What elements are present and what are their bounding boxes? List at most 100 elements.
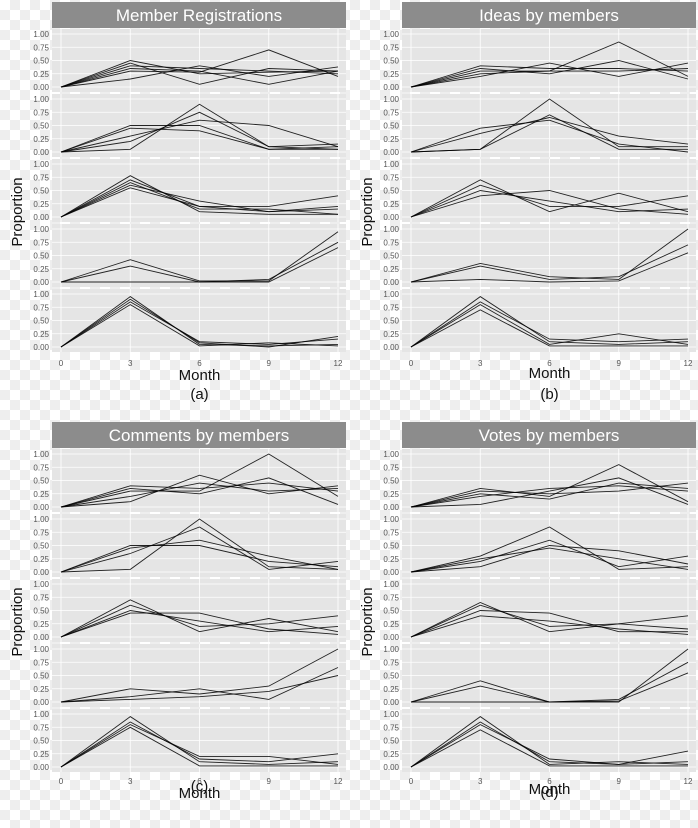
y-tick-label: 0.00: [383, 343, 399, 352]
series-line: [410, 309, 688, 348]
chart-panel-d: Votes by members0.000.250.500.751.000.00…: [359, 422, 696, 801]
y-tick-label: 0.25: [383, 490, 399, 499]
series-line: [60, 648, 339, 703]
chart-panel-a: Member Registrations 0.00 0.25 0.50 0.75 1.00…: [9, 2, 346, 403]
series-line: [410, 184, 689, 218]
series-line: [410, 62, 689, 88]
facet-4: 0.00 0.25 0.50 0.75 1.00: [33, 224, 346, 287]
series-line: [60, 298, 339, 348]
series-line: [410, 545, 689, 573]
y-tick-label: 0.75: [33, 108, 49, 117]
y-tick-label: 0.25: [383, 750, 399, 759]
facet-2: 0.00 0.25 0.50 0.75 1.00: [383, 514, 696, 577]
series-line: [60, 175, 338, 218]
facet-5: 0.00 0.25 0.50 0.75 1.00: [33, 289, 346, 352]
subfigure-label: (d): [540, 784, 558, 801]
y-tick-label: 0.50: [383, 542, 399, 551]
y-tick-label: 0.00: [33, 148, 49, 157]
series-line: [410, 114, 688, 153]
facet-2: 0.00 0.25 0.50 0.75 1.00: [383, 94, 696, 157]
series-line: [410, 724, 689, 768]
y-tick-label: 0.00: [33, 278, 49, 287]
series-line: [60, 65, 339, 88]
y-tick-label: 0.75: [383, 43, 399, 52]
y-tick-label: 0.00: [383, 633, 399, 642]
y-tick-label: 0.50: [383, 252, 399, 261]
facet-4: 0.00 0.25 0.50 0.75 1.00: [383, 644, 696, 707]
series-line: [410, 716, 689, 768]
y-tick-label: 0.50: [33, 672, 49, 681]
y-tick-label: 0.25: [383, 265, 399, 274]
y-tick-label: 0.75: [383, 723, 399, 732]
y-tick-label: 0.50: [33, 317, 49, 326]
y-tick-label: 0.00: [383, 568, 399, 577]
y-tick-label: 1.00: [33, 450, 49, 459]
panel-title-strip: [52, 2, 346, 28]
y-tick-label: 1.00: [383, 580, 399, 589]
y-tick-label: 0.00: [33, 568, 49, 577]
series-line: [410, 301, 689, 348]
x-tick-label: 3: [478, 359, 483, 368]
y-tick-label: 1.00: [33, 225, 49, 234]
series-line: [410, 610, 688, 638]
facet-4: 0.00 0.25 0.50 0.75 1.00: [33, 644, 346, 707]
panel-title-strip: [52, 422, 346, 448]
y-tick-label: 0.25: [33, 750, 49, 759]
series-line: [60, 477, 339, 508]
x-axis-label: Month: [179, 785, 221, 802]
y-tick-label: 0.00: [33, 343, 49, 352]
series-line: [410, 729, 688, 768]
facet-1: 0.00 0.25 0.50 0.75 1.00: [383, 29, 696, 92]
panel-title-strip: [402, 2, 696, 28]
x-tick-label: 6: [197, 359, 202, 368]
y-tick-label: 0.25: [383, 135, 399, 144]
y-tick-label: 0.50: [383, 477, 399, 486]
y-tick-label: 0.50: [383, 187, 399, 196]
x-tick-label: 3: [478, 777, 483, 786]
panel-title: Votes by members: [479, 426, 620, 445]
series-line: [60, 482, 339, 508]
facet-2: 0.00 0.25 0.50 0.75 1.00: [33, 94, 346, 157]
y-tick-label: 0.75: [383, 528, 399, 537]
series-line: [60, 474, 339, 508]
series-line: [60, 716, 339, 768]
y-tick-label: 0.00: [383, 763, 399, 772]
y-tick-label: 0.00: [33, 633, 49, 642]
series-line: [410, 485, 689, 508]
y-tick-label: 0.25: [383, 620, 399, 629]
series-line: [410, 721, 689, 768]
y-tick-label: 0.50: [383, 672, 399, 681]
series-line: [410, 244, 689, 283]
series-line: [410, 526, 689, 573]
panel-title: Comments by members: [109, 426, 289, 445]
series-line: [60, 296, 339, 348]
y-tick-label: 1.00: [33, 580, 49, 589]
series-line: [410, 604, 689, 638]
y-tick-label: 1.00: [383, 30, 399, 39]
y-tick-label: 0.25: [33, 620, 49, 629]
series-line: [60, 301, 339, 348]
series-line: [60, 667, 339, 703]
series-line: [410, 190, 689, 218]
y-tick-label: 0.25: [33, 200, 49, 209]
y-tick-label: 1.00: [383, 645, 399, 654]
y-tick-label: 0.50: [33, 122, 49, 131]
y-tick-label: 1.00: [33, 160, 49, 169]
series-line: [60, 103, 339, 153]
y-tick-label: 0.50: [33, 57, 49, 66]
subfigure-label: (c): [191, 778, 209, 795]
y-tick-label: 0.50: [383, 57, 399, 66]
y-tick-label: 0.00: [33, 503, 49, 512]
series-line: [60, 545, 339, 573]
y-tick-label: 1.00: [33, 645, 49, 654]
series-line: [60, 539, 339, 573]
series-line: [61, 247, 339, 283]
y-tick-label: 1.00: [33, 515, 49, 524]
x-tick-label: 12: [334, 777, 343, 786]
x-tick-label: 3: [128, 777, 133, 786]
y-tick-label: 1.00: [383, 290, 399, 299]
series-line: [410, 228, 689, 283]
x-tick-label: 0: [59, 777, 64, 786]
y-tick-label: 0.25: [383, 330, 399, 339]
y-tick-label: 0.75: [33, 173, 49, 182]
